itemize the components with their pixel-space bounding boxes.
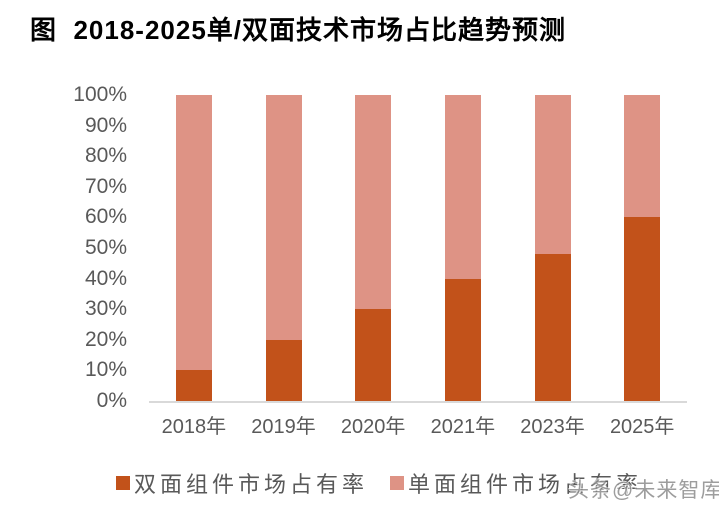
- legend-swatch-icon: [390, 476, 404, 490]
- y-tick-label: 100%: [73, 83, 127, 106]
- plot-area: [149, 95, 687, 403]
- bar-segment-series-1: [265, 95, 302, 340]
- bar-column: [328, 95, 418, 401]
- x-tick-label: 2021年: [430, 416, 496, 438]
- y-tick-label: 80%: [84, 144, 127, 168]
- legend-label: 双面组件市场占有率: [134, 472, 369, 497]
- x-axis: 2018年 2019年 2020年 2021年 2023年 2025年: [149, 414, 687, 440]
- bar-segment-series-1: [355, 95, 392, 310]
- bar-segment-series-0: [534, 254, 571, 401]
- x-tick-label: 2023年: [520, 416, 585, 438]
- legend-swatch-icon: [116, 476, 130, 490]
- y-tick-label: 10%: [84, 358, 127, 382]
- bar-segment-series-1: [624, 95, 661, 218]
- y-tick-label: 50%: [84, 236, 127, 259]
- y-tick-label: 40%: [84, 266, 127, 290]
- bar-column: [239, 95, 329, 401]
- y-tick-label: 30%: [84, 297, 127, 321]
- bar-segment-series-0: [444, 278, 481, 401]
- legend-label: 单面组件市场占有率: [408, 472, 643, 497]
- bar-column: [418, 95, 508, 401]
- bar-segment-series-0: [624, 217, 661, 401]
- y-tick-label: 90%: [84, 113, 127, 137]
- bar-segment-series-0: [355, 309, 392, 401]
- legend-item: 双面组件市场占有率: [116, 470, 369, 497]
- y-tick-label: 0%: [96, 389, 127, 412]
- bar-column: [149, 95, 239, 401]
- bar-segment-series-0: [265, 339, 302, 401]
- y-tick-label: 20%: [84, 327, 127, 351]
- x-tick-label: 2025年: [609, 416, 675, 438]
- x-tick-label: 2018年: [161, 416, 227, 438]
- y-tick-label: 70%: [84, 174, 127, 198]
- chart-title: 图 2018-2025单/双面技术市场占比趋势预测: [30, 15, 567, 45]
- bar-column: [508, 95, 598, 401]
- bar-column: [597, 95, 687, 401]
- legend-item: 单面组件市场占有率: [390, 470, 643, 497]
- bar-segment-series-1: [534, 95, 571, 255]
- bar-segment-series-1: [175, 95, 212, 371]
- bar-segment-series-1: [444, 95, 481, 279]
- y-tick-label: 60%: [84, 205, 127, 229]
- x-tick-label: 2020年: [340, 416, 406, 438]
- x-tick-label: 2019年: [251, 416, 316, 438]
- bar-segment-series-0: [175, 370, 212, 401]
